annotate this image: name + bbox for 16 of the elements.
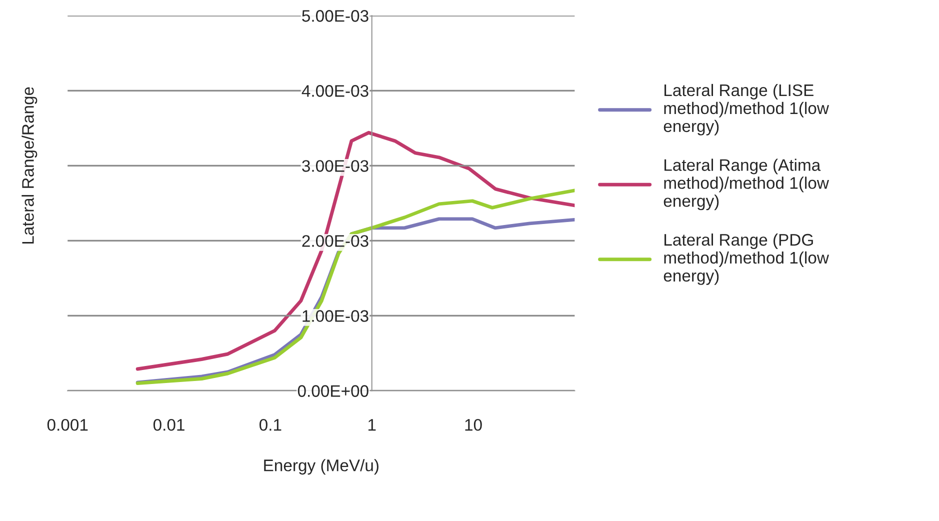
x-tick-label: 0.1 xyxy=(260,418,282,431)
x-tick-label: 10 xyxy=(465,418,482,431)
x-tick-label: 1 xyxy=(368,419,376,431)
x-axis-title: Energy (MeV/u) xyxy=(264,459,378,475)
y-axis-title: Lateral Range/Range xyxy=(22,87,38,244)
y-tick-label: 2.00E-03 xyxy=(302,235,368,247)
legend-label: Lateral Range (PDG method)/method 1(low energy) xyxy=(664,233,830,285)
x-tick-label: 0.001 xyxy=(47,418,88,431)
legend-label: Lateral Range (Atima method)/method 1(low energy) xyxy=(664,158,830,210)
y-tick-label: 4.00E-03 xyxy=(302,85,368,97)
y-tick-label: 0.00E+00 xyxy=(298,385,368,397)
legend-label: Lateral Range (LISE method)/method 1(low energy) xyxy=(664,84,830,136)
x-tick-label: 0.01 xyxy=(153,418,184,431)
y-tick-label: 5.00E-03 xyxy=(302,10,368,22)
y-tick-label: 1.00E-03 xyxy=(302,310,368,322)
y-tick-label: 3.00E-03 xyxy=(302,160,368,172)
